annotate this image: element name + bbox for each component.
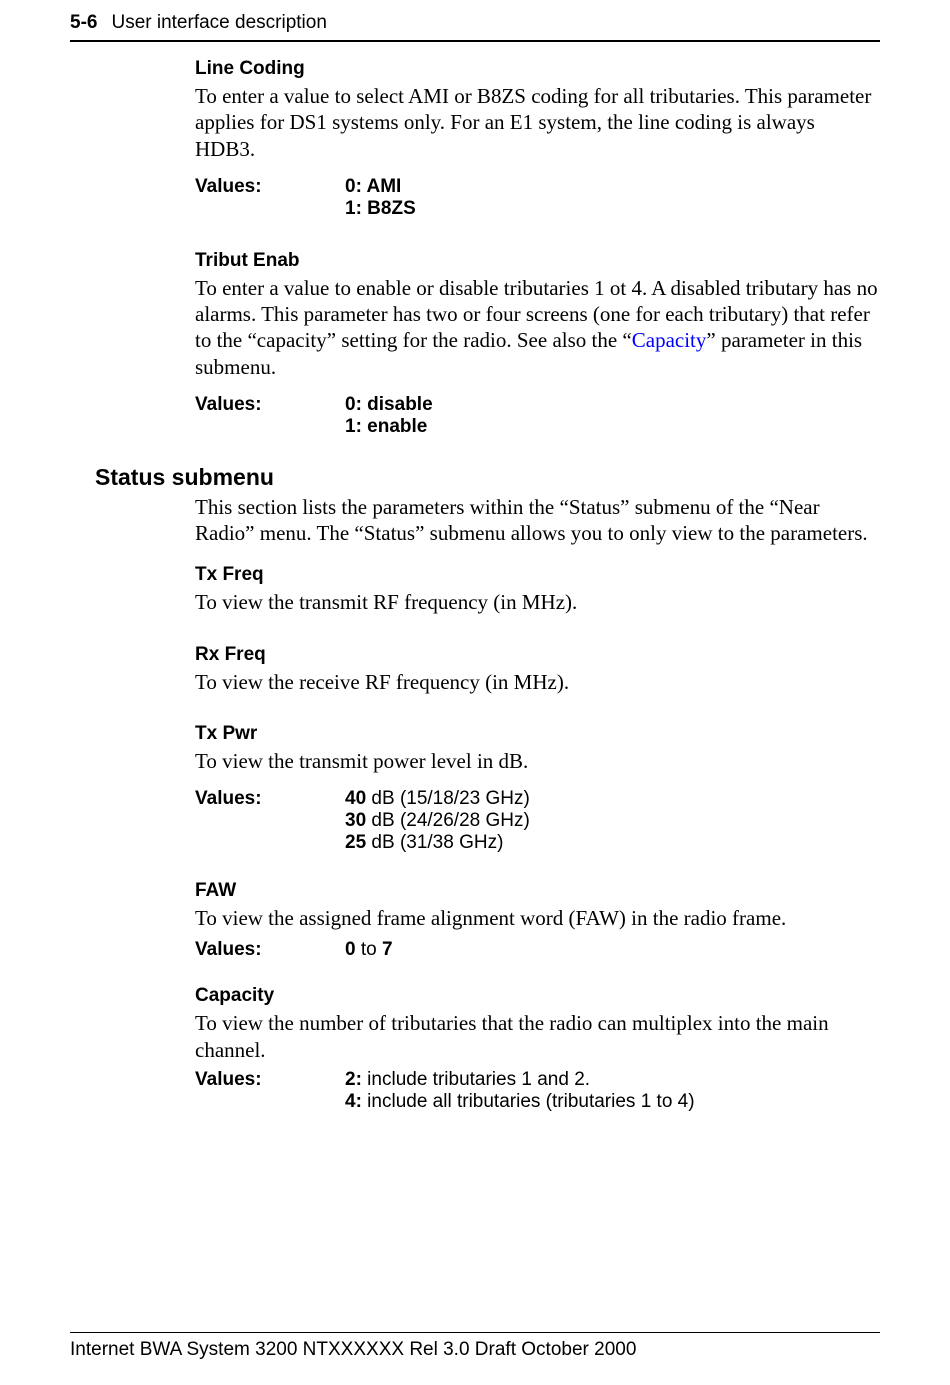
value-rest: include tributaries 1 and 2. <box>362 1069 590 1090</box>
heading-capacity: Capacity <box>195 985 880 1007</box>
values-label: Values: <box>195 1069 345 1113</box>
values-body: 2: include tributaries 1 and 2. 4: inclu… <box>345 1069 695 1113</box>
page: 5-6 User interface description Line Codi… <box>0 0 950 1385</box>
value-rest: include all tributaries (tributaries 1 t… <box>362 1091 695 1112</box>
values-line-coding: Values: 0: AMI 1: B8ZS <box>195 176 880 220</box>
section-rx-freq: Rx Freq To view the receive RF frequency… <box>195 644 880 695</box>
para-line-coding: To enter a value to select AMI or B8ZS c… <box>195 83 880 162</box>
value-bold: 0 <box>345 939 356 960</box>
heading-tx-pwr: Tx Pwr <box>195 723 880 745</box>
values-label: Values: <box>195 939 345 961</box>
values-tx-pwr: Values: 40 dB (15/18/23 GHz) 30 dB (24/2… <box>195 788 880 854</box>
para-tx-freq: To view the transmit RF frequency (in MH… <box>195 589 880 615</box>
value-line: 1: B8ZS <box>345 198 416 220</box>
page-number: 5-6 <box>70 12 97 34</box>
footer-text: Internet BWA System 3200 NTXXXXXX Rel 3.… <box>70 1339 880 1361</box>
values-faw: Values: 0 to 7 <box>195 939 880 961</box>
values-label: Values: <box>195 788 345 854</box>
values-tribut-enab: Values: 0: disable 1: enable <box>195 394 880 438</box>
para-status-submenu: This section lists the parameters within… <box>195 494 880 547</box>
value-rest: dB (24/26/28 GHz) <box>366 810 530 831</box>
header-rule <box>70 40 880 42</box>
section-tx-pwr: Tx Pwr To view the transmit power level … <box>195 723 880 854</box>
value-line: 4: include all tributaries (tributaries … <box>345 1091 695 1113</box>
section-tribut-enab: Tribut Enab To enter a value to enable o… <box>195 250 880 438</box>
capacity-link[interactable]: Capacity <box>632 328 707 352</box>
para-tx-pwr: To view the transmit power level in dB. <box>195 748 880 774</box>
heading-tribut-enab: Tribut Enab <box>195 250 880 272</box>
value-line: 0: disable <box>345 394 433 416</box>
value-line: 40 dB (15/18/23 GHz) <box>345 788 530 810</box>
value-mid: to <box>356 939 382 960</box>
para-capacity: To view the number of tributaries that t… <box>195 1010 880 1063</box>
values-body: 0 to 7 <box>345 939 393 961</box>
para-faw: To view the assigned frame alignment wor… <box>195 905 880 931</box>
para-rx-freq: To view the receive RF frequency (in MHz… <box>195 669 880 695</box>
value-line: 2: include tributaries 1 and 2. <box>345 1069 695 1091</box>
footer-rule <box>70 1332 880 1333</box>
value-bold: 7 <box>382 939 393 960</box>
section-capacity: Capacity To view the number of tributari… <box>195 985 880 1113</box>
heading-rx-freq: Rx Freq <box>195 644 880 666</box>
page-header: 5-6 User interface description <box>70 0 880 40</box>
value-line: 0: AMI <box>345 176 416 198</box>
values-body: 40 dB (15/18/23 GHz) 30 dB (24/26/28 GHz… <box>345 788 530 854</box>
chapter-title: User interface description <box>111 12 326 34</box>
value-rest: dB (31/38 GHz) <box>366 832 503 853</box>
heading-line-coding: Line Coding <box>195 58 880 80</box>
values-label: Values: <box>195 394 345 438</box>
value-line: 25 dB (31/38 GHz) <box>345 832 530 854</box>
value-rest: dB (15/18/23 GHz) <box>366 788 530 809</box>
values-capacity: Values: 2: include tributaries 1 and 2. … <box>195 1069 880 1113</box>
para-tribut-enab: To enter a value to enable or disable tr… <box>195 275 880 380</box>
value-bold: 25 <box>345 832 366 853</box>
heading-faw: FAW <box>195 880 880 902</box>
value-bold: 30 <box>345 810 366 831</box>
section-line-coding: Line Coding To enter a value to select A… <box>195 58 880 220</box>
values-label: Values: <box>195 176 345 220</box>
value-line: 30 dB (24/26/28 GHz) <box>345 810 530 832</box>
heading-tx-freq: Tx Freq <box>195 564 880 586</box>
value-bold: 2: <box>345 1069 362 1090</box>
section-tx-freq: Tx Freq To view the transmit RF frequenc… <box>195 564 880 615</box>
heading-status-submenu: Status submenu <box>95 464 880 491</box>
section-status-submenu: This section lists the parameters within… <box>195 494 880 547</box>
value-bold: 4: <box>345 1091 362 1112</box>
value-bold: 40 <box>345 788 366 809</box>
value-line: 1: enable <box>345 416 433 438</box>
section-faw: FAW To view the assigned frame alignment… <box>195 880 880 961</box>
values-body: 0: disable 1: enable <box>345 394 433 438</box>
page-footer: Internet BWA System 3200 NTXXXXXX Rel 3.… <box>70 1323 880 1362</box>
values-body: 0: AMI 1: B8ZS <box>345 176 416 220</box>
